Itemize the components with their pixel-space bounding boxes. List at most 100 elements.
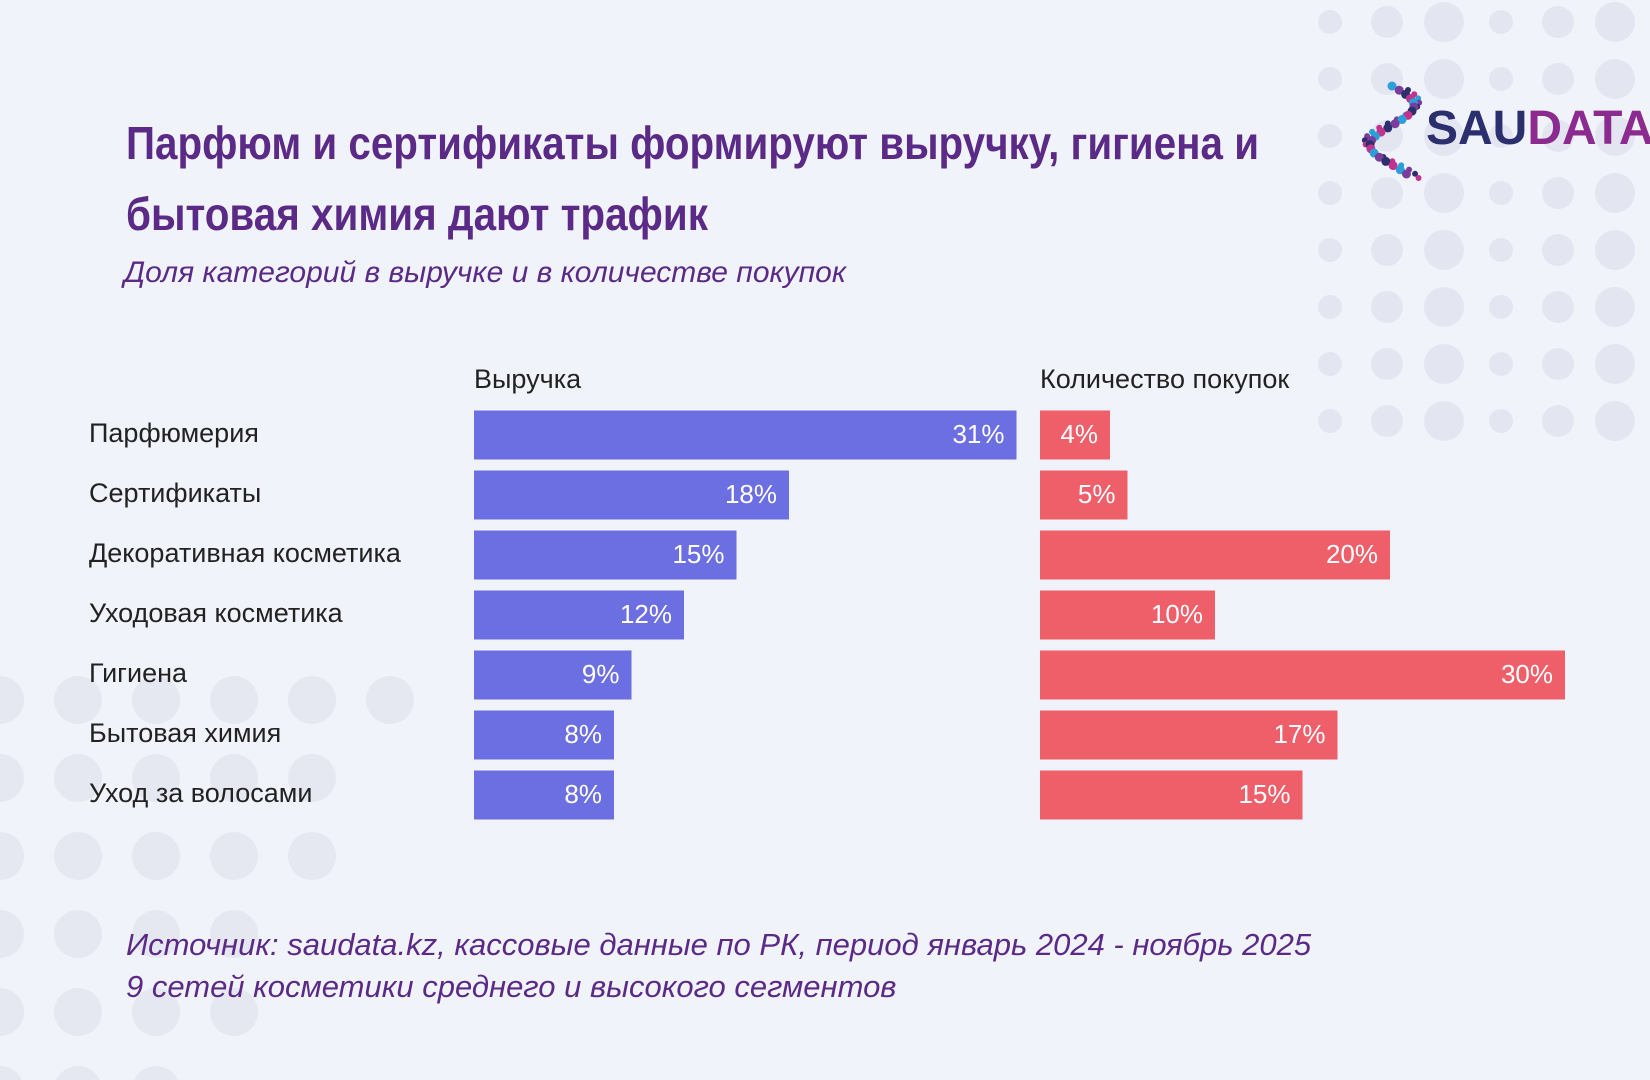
deco-dot: [1371, 291, 1403, 323]
deco-dot: [1424, 230, 1464, 270]
deco-dot: [1595, 2, 1635, 42]
value-label: 5%: [1078, 479, 1116, 509]
deco-dot: [210, 988, 258, 1036]
category-label: Декоративная косметика: [89, 538, 402, 568]
deco-dot: [1424, 401, 1464, 441]
logo-dot: [1381, 156, 1391, 166]
deco-dot: [1542, 120, 1574, 152]
bar: [474, 650, 632, 700]
deco-dot: [1489, 10, 1513, 34]
deco-dot: [1424, 116, 1464, 156]
bar: [474, 710, 614, 760]
chart-title: Парфюм и сертификаты формируют выручку, …: [126, 117, 1259, 169]
logo-right: DATA: [1527, 102, 1650, 155]
deco-dot: [1542, 63, 1574, 95]
deco-dot: [1595, 344, 1635, 384]
deco-dot: [210, 832, 258, 880]
deco-dot: [1595, 401, 1635, 441]
logo-dot: [1374, 152, 1384, 162]
value-label: 31%: [952, 419, 1004, 449]
deco-dot: [1542, 6, 1574, 38]
chart-title: бытовая химия дают трафик: [126, 188, 709, 240]
deco-dot: [288, 832, 336, 880]
bar: [1040, 530, 1390, 580]
deco-dot: [1542, 291, 1574, 323]
value-label: 12%: [620, 599, 672, 629]
category-label: Бытовая химия: [89, 718, 281, 748]
category-label: Уход за волосами: [89, 778, 312, 808]
value-label: 15%: [1238, 779, 1290, 809]
bar: [474, 470, 789, 520]
deco-dot: [132, 754, 180, 802]
deco-dot: [1595, 173, 1635, 213]
deco-dot: [1489, 181, 1513, 205]
bar: [474, 530, 737, 580]
logo-dot: [1387, 81, 1397, 91]
logo-text: SAUDATA: [1426, 102, 1650, 155]
deco-dot: [132, 832, 180, 880]
deco-dot: [210, 910, 258, 958]
value-label: 9%: [582, 659, 620, 689]
deco-dot: [0, 1066, 22, 1080]
deco-dot: [54, 832, 102, 880]
logo-dot: [1390, 119, 1400, 129]
logo-dot: [1388, 161, 1398, 171]
deco-dot: [1424, 2, 1464, 42]
deco-dot: [1489, 67, 1513, 91]
logo-dot: [1401, 169, 1411, 179]
bar: [1040, 710, 1338, 760]
category-label: Сертификаты: [89, 478, 261, 508]
deco-dot: [1489, 295, 1513, 319]
deco-dot: [1595, 59, 1635, 99]
logo-dot: [1412, 170, 1419, 177]
deco-dot: [1371, 234, 1403, 266]
deco-dot: [1318, 181, 1342, 205]
deco-dot: [1424, 173, 1464, 213]
value-label: 30%: [1501, 659, 1553, 689]
deco-dot: [288, 676, 336, 724]
deco-dot: [1542, 177, 1574, 209]
bar: [1040, 650, 1565, 700]
deco-dot: [1318, 124, 1342, 148]
deco-dot: [1318, 238, 1342, 262]
bar: [474, 770, 614, 820]
deco-dot: [1595, 230, 1635, 270]
chart-subtitle: Доля категорий в выручке и в количестве …: [121, 256, 848, 289]
deco-dot: [1489, 238, 1513, 262]
deco-dot: [1595, 287, 1635, 327]
deco-dot: [56, 1066, 100, 1080]
value-label: 8%: [564, 719, 602, 749]
deco-dot: [54, 910, 102, 958]
deco-dot: [132, 676, 180, 724]
deco-dot: [1489, 352, 1513, 376]
deco-dot: [1424, 59, 1464, 99]
deco-dot: [54, 676, 102, 724]
logo-dot: [1394, 85, 1404, 95]
value-label: 17%: [1273, 719, 1325, 749]
deco-dot: [1371, 6, 1403, 38]
deco-dot: [1318, 409, 1342, 433]
logo-dot: [1415, 175, 1422, 181]
bar: [474, 590, 684, 640]
deco-dot: [1318, 10, 1342, 34]
bar: [1040, 590, 1215, 640]
deco-dot: [1424, 287, 1464, 327]
logo-dot: [1383, 123, 1393, 133]
deco-dot: [0, 910, 24, 958]
deco-dot: [134, 1066, 178, 1080]
legend-label: Количество покупок: [1040, 364, 1289, 394]
deco-dot: [54, 988, 102, 1036]
bar: [1040, 770, 1303, 820]
deco-dot: [1595, 116, 1635, 156]
deco-dot: [366, 676, 414, 724]
source-note: 9 сетей косметики среднего и высокого се…: [126, 969, 897, 1004]
deco-dot: [1542, 234, 1574, 266]
deco-dot: [210, 676, 258, 724]
value-label: 15%: [672, 539, 724, 569]
value-label: 4%: [1060, 419, 1098, 449]
deco-dot: [0, 754, 24, 802]
deco-dot: [1424, 344, 1464, 384]
